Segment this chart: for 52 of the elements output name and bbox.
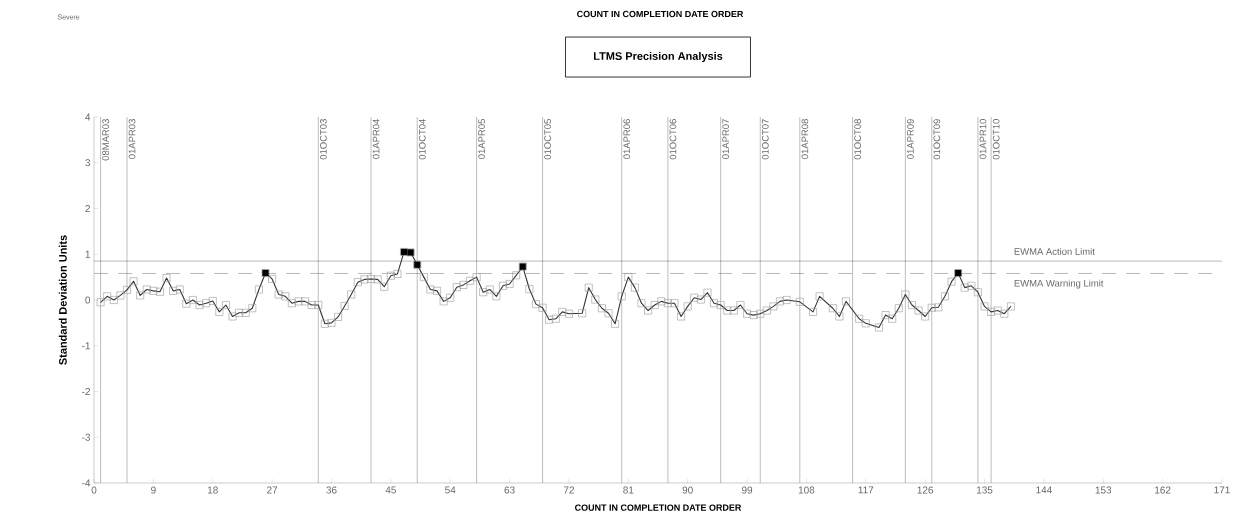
ref-line-label: 01APR06 bbox=[623, 119, 631, 159]
x-tick-label: 117 bbox=[858, 486, 874, 494]
ref-line-label: 01APR07 bbox=[722, 119, 730, 159]
x-tick-label: 153 bbox=[1095, 486, 1112, 494]
ref-line-label: 01APR09 bbox=[907, 119, 914, 159]
x-tick-label: 45 bbox=[385, 486, 396, 494]
x-tick-label: 54 bbox=[445, 486, 456, 494]
ref-line-label: EWMA Action Limit bbox=[1014, 247, 1095, 255]
x-tick-label: 135 bbox=[976, 486, 993, 494]
y-tick-label: 3 bbox=[85, 159, 91, 167]
x-tick-label: 81 bbox=[623, 486, 634, 494]
ref-line-label: 08MAR03 bbox=[102, 119, 109, 161]
ref-line-label: 01APR08 bbox=[801, 119, 809, 159]
ref-line-label: 01APR03 bbox=[128, 119, 136, 159]
ref-line-label: 01OCT03 bbox=[319, 119, 327, 160]
ref-line-label: 01APR10 bbox=[979, 119, 987, 159]
x-tick-label: 99 bbox=[741, 486, 753, 494]
chart-title: LTMS Precision Analysis bbox=[593, 51, 723, 63]
ref-line-label: 01OCT05 bbox=[544, 119, 551, 160]
y-tick-label: 2 bbox=[85, 205, 90, 212]
x-tick-label: 90 bbox=[682, 486, 693, 494]
y-tick-label: -1 bbox=[82, 342, 90, 350]
ref-line-label: 01OCT06 bbox=[669, 119, 677, 160]
x-tick-label: 162 bbox=[1155, 486, 1171, 494]
ref-line-label: 01APR05 bbox=[478, 119, 485, 159]
y-tick-label: -2 bbox=[82, 388, 90, 395]
y-tick-label: 1 bbox=[85, 250, 90, 258]
x-tick-label: 63 bbox=[504, 486, 515, 494]
ref-line-label: 01OCT08 bbox=[854, 119, 861, 160]
x-axis-title: COUNT IN COMPLETION DATE ORDER bbox=[575, 504, 742, 511]
text: COUNT IN COMPLETION DATE ORDER bbox=[577, 10, 744, 18]
ref-line-label: 01OCT09 bbox=[933, 119, 941, 160]
ref-line-label: 01OCT04 bbox=[418, 118, 426, 160]
x-tick-label: 27 bbox=[267, 486, 278, 494]
x-tick-label: 108 bbox=[798, 486, 815, 494]
x-tick-label: 144 bbox=[1036, 486, 1052, 494]
x-tick-label: 18 bbox=[207, 486, 218, 494]
x-tick-label: 36 bbox=[326, 486, 337, 494]
y-tick-label: 4 bbox=[85, 113, 91, 121]
y-axis-title: Standard Deviation Units bbox=[58, 235, 67, 365]
y-tick-label: -4 bbox=[82, 479, 91, 487]
x-tick-label: 126 bbox=[917, 486, 934, 494]
ref-line-label: EWMA Warning Limit bbox=[1014, 279, 1104, 289]
x-tick-label: 0 bbox=[91, 486, 97, 494]
x-tick-label: 171 bbox=[1214, 486, 1230, 494]
ref-line-label: 01OCT10 bbox=[992, 119, 1000, 160]
ref-line-label: 01OCT07 bbox=[761, 119, 769, 160]
x-tick-label: 9 bbox=[151, 486, 156, 494]
y-tick-label: 0 bbox=[85, 296, 91, 304]
x-tick-label: 72 bbox=[563, 486, 574, 494]
y-tick-label: -3 bbox=[82, 433, 91, 441]
ref-line-label: 01APR04 bbox=[372, 118, 380, 159]
